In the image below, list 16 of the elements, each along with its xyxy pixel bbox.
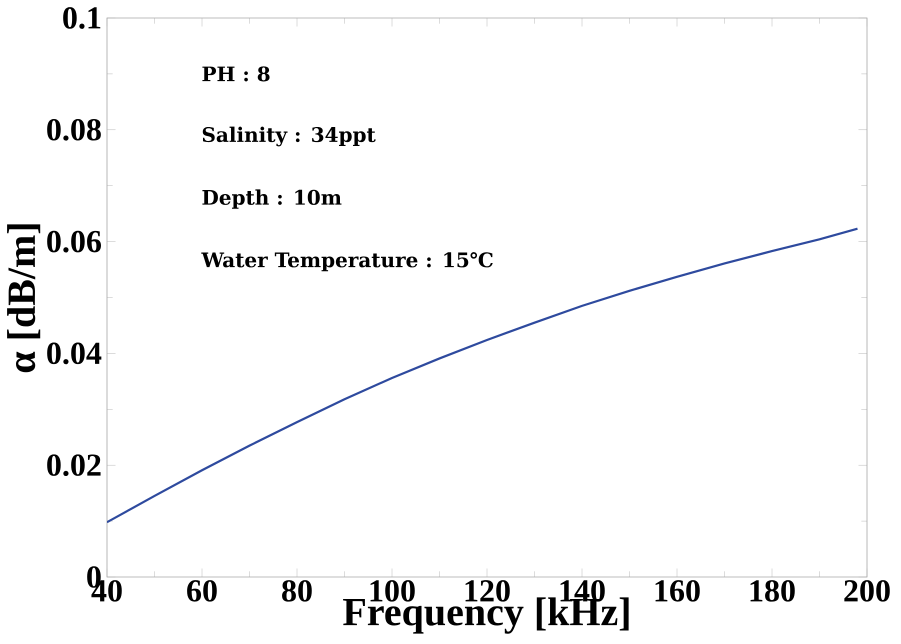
y-tick-label: 0.04 [47, 342, 102, 364]
x-tick-label: 80 [282, 580, 312, 602]
y-axis-title: α [dB/m] [7, 224, 40, 372]
annotation: Water Temperature : 15℃ [201, 252, 493, 272]
y-tick-label: 0.08 [47, 118, 101, 141]
annotation: Depth : 10m [202, 189, 342, 209]
y-tick-label: 0.02 [47, 454, 101, 476]
y-tick-label: 0.1 [63, 7, 100, 29]
x-tick-label: 200 [844, 580, 890, 602]
y-tick-label: 0.06 [47, 230, 101, 252]
x-tick-label: 160 [656, 580, 700, 602]
x-tick-label: 180 [750, 580, 795, 602]
annotation: Salinity : 34ppt [202, 126, 376, 146]
line-series [107, 228, 859, 524]
x-tick-label: 60 [187, 580, 217, 602]
annotation: PH : 8 [202, 66, 270, 82]
